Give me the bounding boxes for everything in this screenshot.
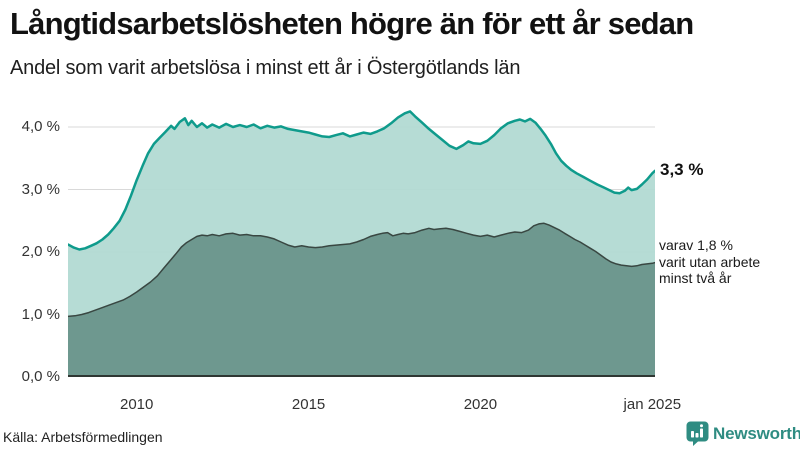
source-credit: Källa: Arbetsförmedlingen — [3, 429, 163, 445]
y-tick-label: 3,0 % — [21, 180, 60, 198]
newsworthy-logo: Newsworthy — [686, 421, 800, 446]
series-end-value-label: 3,3 % — [660, 160, 704, 179]
annotation-line: minst två år — [659, 270, 732, 286]
brand-name: Newsworthy — [713, 423, 800, 443]
lower-series-annotation: varav 1,8 % varit utan arbete minst två … — [659, 237, 797, 287]
y-tick-label: 4,0 % — [21, 118, 60, 135]
bar-chart-bubble-icon — [686, 421, 709, 446]
chart-subtitle: Andel som varit arbetslösa i minst ett å… — [10, 57, 521, 79]
x-tick-label: 2010 — [120, 396, 154, 413]
page-title: Långtidsarbetslösheten högre än för ett … — [10, 6, 694, 41]
y-tick-label: 0,0 % — [21, 368, 60, 385]
annotation-line: varav 1,8 % — [659, 237, 733, 253]
plot-area — [66, 103, 657, 378]
y-tick-label: 2,0 % — [21, 243, 60, 260]
y-tick-label: 1,0 % — [21, 305, 60, 323]
annotation-line: varit utan arbete — [659, 253, 761, 270]
x-tick-label: 2015 — [291, 396, 326, 413]
area-chart — [66, 110, 657, 378]
x-tick-label: 2020 — [463, 396, 498, 413]
x-tick-label: jan 2025 — [623, 396, 682, 413]
